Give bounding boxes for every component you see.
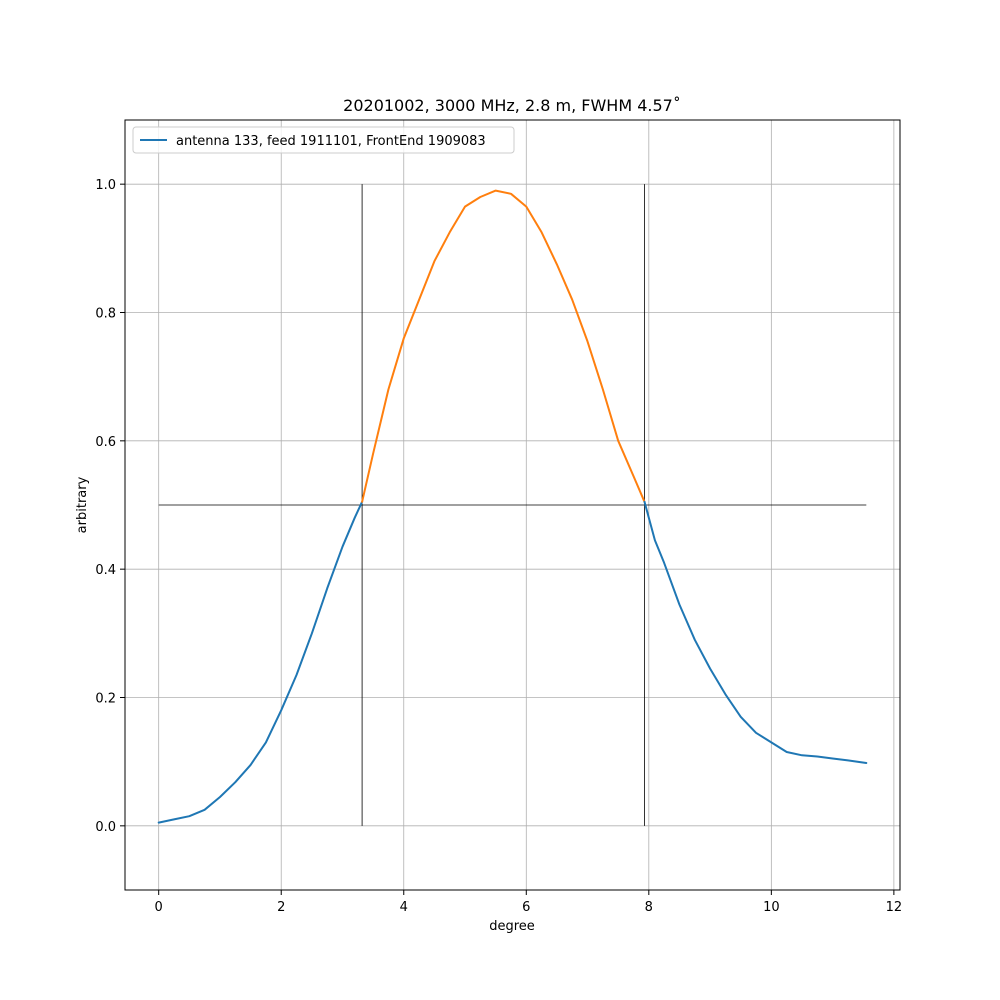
x-tick-label: 12 bbox=[886, 900, 903, 915]
x-tick-label: 0 bbox=[155, 900, 163, 915]
legend: antenna 133, feed 1911101, FrontEnd 1909… bbox=[132, 126, 515, 154]
x-axis-label: degree bbox=[489, 919, 535, 934]
x-tick-label: 10 bbox=[763, 900, 780, 915]
x-axis-ticks: 0 2 4 6 8 10 12 bbox=[155, 890, 903, 915]
series-line-3 bbox=[643, 500, 868, 764]
x-tick-label: 8 bbox=[645, 900, 653, 915]
y-tick-label: 0.0 bbox=[95, 820, 116, 835]
y-tick-label: 1.0 bbox=[95, 178, 116, 193]
y-tick-label: 0.6 bbox=[95, 435, 116, 450]
x-tick-label: 4 bbox=[400, 900, 408, 915]
y-axis-ticks: 0.0 0.2 0.4 0.6 0.8 1.0 bbox=[95, 178, 125, 835]
series-layer bbox=[157, 189, 868, 824]
y-tick-label: 0.8 bbox=[95, 307, 116, 322]
legend-label-series-1: antenna 133, feed 1911101, FrontEnd 1909… bbox=[176, 134, 486, 149]
y-axis-label: arbitrary bbox=[75, 476, 90, 533]
chart-title: 20201002, 3000 MHz, 2.8 m, FWHM 4.57˚ bbox=[343, 96, 681, 115]
series-line-1 bbox=[157, 500, 364, 824]
x-tick-label: 6 bbox=[522, 900, 530, 915]
x-tick-label: 2 bbox=[277, 900, 285, 915]
y-tick-label: 0.2 bbox=[95, 692, 116, 707]
y-tick-label: 0.4 bbox=[95, 563, 116, 578]
legend-box bbox=[132, 126, 515, 154]
plot-frame bbox=[124, 119, 901, 891]
series-line-2 bbox=[361, 189, 646, 503]
